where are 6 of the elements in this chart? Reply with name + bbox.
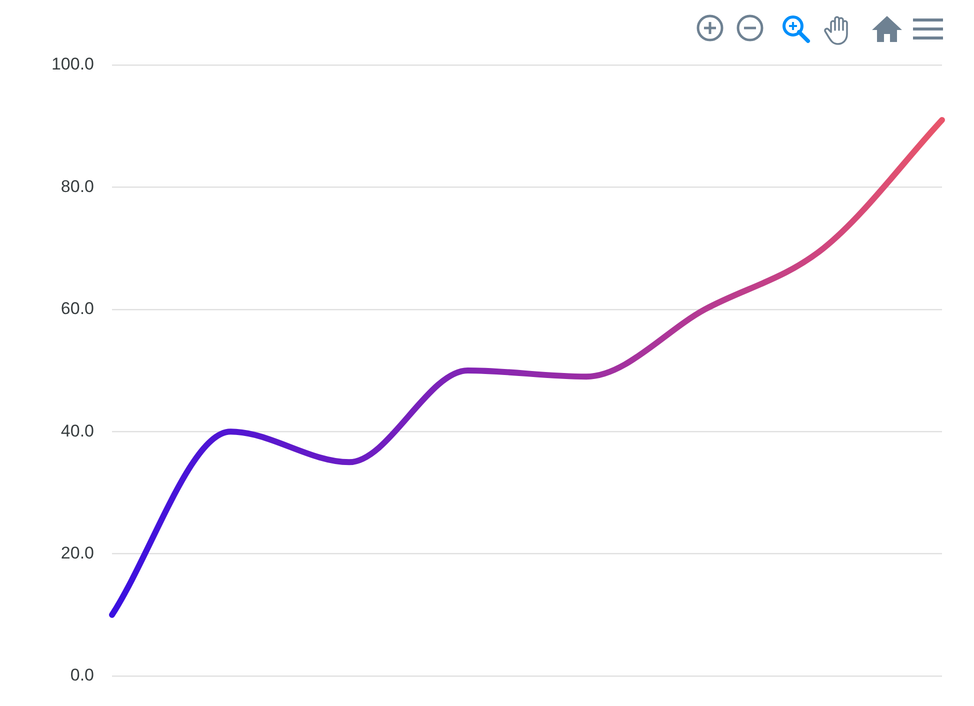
y-tick-label: 0.0 — [70, 666, 94, 685]
y-tick-label: 20.0 — [60, 543, 94, 562]
y-tick-label: 60.0 — [60, 299, 94, 318]
y-tick-label: 40.0 — [60, 421, 94, 440]
y-tick-label: 100.0 — [51, 54, 94, 74]
y-tick-label: 80.0 — [60, 176, 94, 196]
